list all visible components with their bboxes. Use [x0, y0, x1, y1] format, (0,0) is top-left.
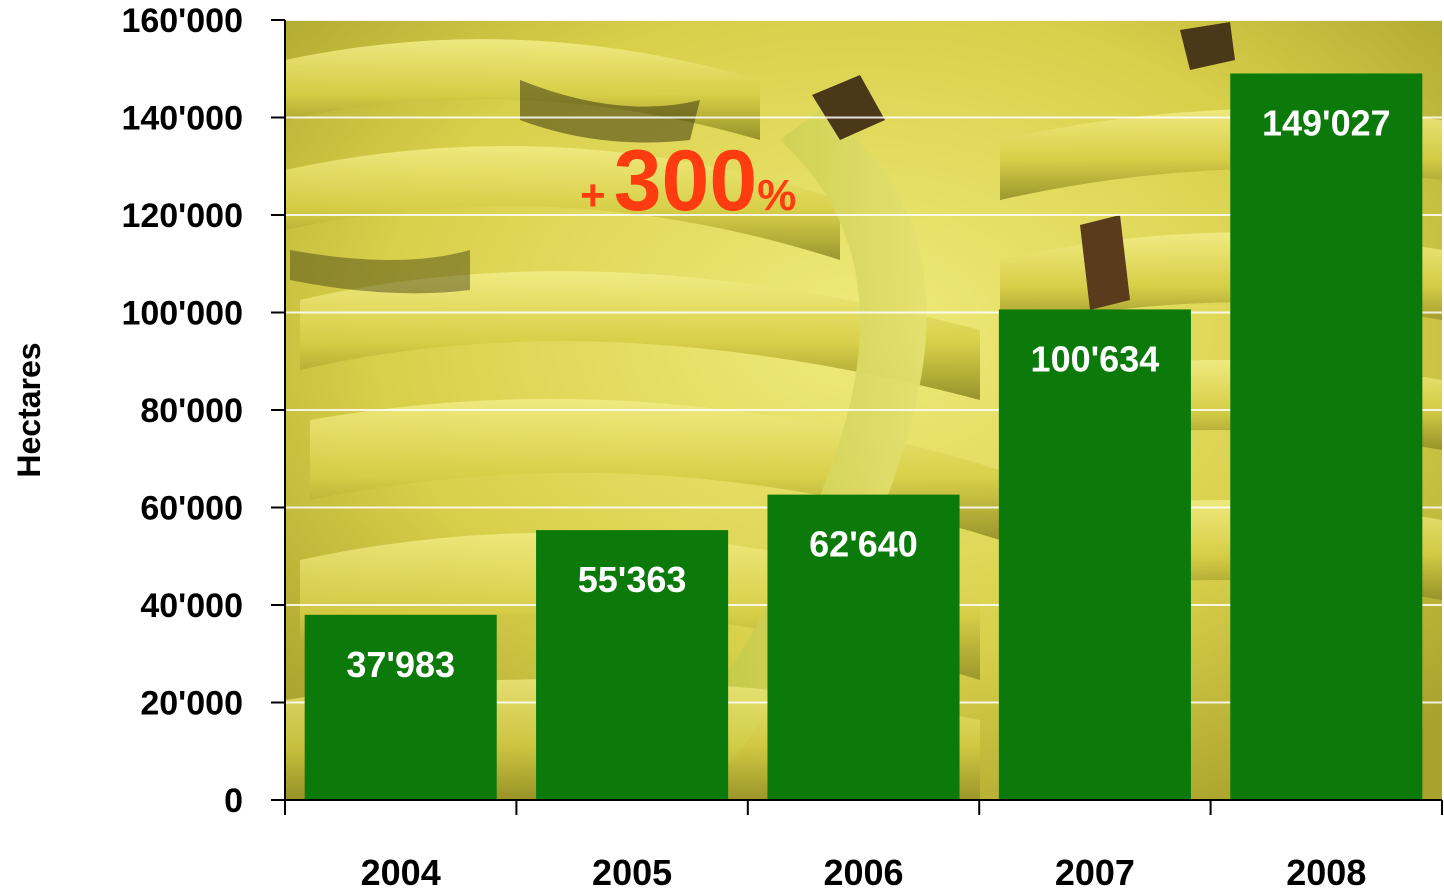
growth-annotation-prefix: +	[580, 171, 606, 220]
y-tick-label: 60'000	[140, 490, 243, 528]
bar-2007	[998, 309, 1191, 800]
x-tick-label-2005: 2005	[592, 852, 672, 893]
y-axis-label: Hectares	[11, 342, 47, 477]
y-tick-label: 160'000	[121, 2, 243, 40]
data-label-2008: 149'027	[1262, 102, 1391, 143]
growth-annotation-number: 300	[614, 133, 758, 229]
data-label-2005: 55'363	[578, 559, 687, 600]
bar-2006	[767, 494, 960, 800]
x-tick-label-2007: 2007	[1055, 852, 1135, 893]
data-label-2007: 100'634	[1031, 338, 1160, 379]
data-labels: 37'983 55'363 62'640 100'634 149'027	[346, 102, 1390, 684]
y-tick-label: 140'000	[121, 100, 243, 138]
data-label-2006: 62'640	[809, 524, 918, 565]
growth-annotation-suffix: %	[757, 171, 796, 220]
y-axis-ticks: 0 20'000 40'000 60'000 80'000 100'000 120'000 1…	[121, 2, 285, 820]
x-tick-label-2006: 2006	[823, 852, 903, 893]
bars	[304, 73, 1423, 800]
data-label-2004: 37'983	[346, 644, 455, 685]
growth-annotation: +300%	[580, 133, 796, 229]
y-tick-label: 120'000	[121, 197, 243, 235]
y-tick-label: 100'000	[121, 295, 243, 333]
x-tick-label-2008: 2008	[1286, 852, 1366, 893]
y-tick-label: 40'000	[140, 587, 243, 625]
bar-2005	[536, 530, 729, 800]
bar-2004	[304, 614, 497, 800]
x-axis-ticks: 2004 2005 2006 2007 2008	[284, 800, 1443, 893]
bar-2008	[1230, 73, 1423, 800]
x-tick-label-2004: 2004	[361, 852, 441, 893]
y-tick-label: 20'000	[140, 685, 243, 723]
y-tick-label: 0	[224, 782, 243, 820]
y-tick-label: 80'000	[140, 392, 243, 430]
